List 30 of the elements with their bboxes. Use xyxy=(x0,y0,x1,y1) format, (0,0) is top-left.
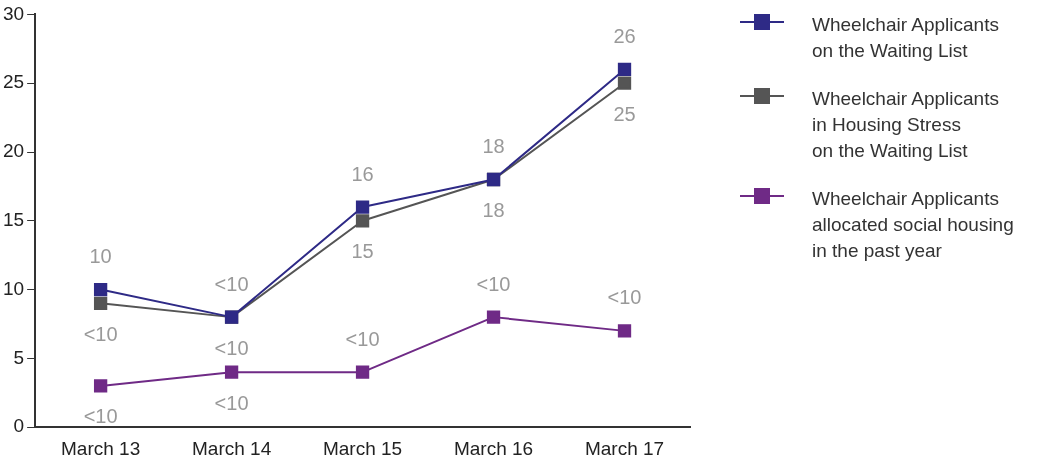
y-tick-label: 5 xyxy=(13,346,25,368)
data-label: 10 xyxy=(89,245,112,268)
data-label: <10 xyxy=(607,286,642,309)
data-label: <10 xyxy=(214,272,249,295)
data-label: <10 xyxy=(214,336,249,359)
y-tick-label: 15 xyxy=(2,209,25,231)
data-label: 15 xyxy=(351,240,374,263)
x-tick-label: March 17 xyxy=(584,437,665,459)
x-tick-label: March 13 xyxy=(61,437,141,459)
x-tick-label: March 16 xyxy=(453,437,534,459)
data-label: 25 xyxy=(613,102,636,125)
legend-label: Wheelchair Applicants on the Waiting List xyxy=(812,13,999,63)
data-label: <10 xyxy=(345,327,380,350)
y-tick-label: 10 xyxy=(2,277,25,299)
y-tick-label: 20 xyxy=(2,140,25,162)
data-label: 18 xyxy=(482,199,505,222)
y-tick-label: 30 xyxy=(2,2,25,24)
y-tick-label: 25 xyxy=(2,71,25,93)
data-label: <10 xyxy=(83,405,118,428)
data-label: 26 xyxy=(613,24,636,47)
data-label: 16 xyxy=(351,162,374,185)
data-label: <10 xyxy=(476,272,511,295)
x-tick-label: March 14 xyxy=(191,437,272,459)
legend-label: Wheelchair Applicants allocated social housing in the past year xyxy=(812,187,1014,263)
x-tick-label: March 15 xyxy=(322,437,403,459)
y-tick-label: 0 xyxy=(13,415,25,437)
data-label: <10 xyxy=(83,322,118,345)
data-label: 18 xyxy=(482,135,505,158)
legend-label: Wheelchair Applicants in Housing Stress on the Waiting List xyxy=(812,87,999,163)
data-label: <10 xyxy=(214,391,249,414)
